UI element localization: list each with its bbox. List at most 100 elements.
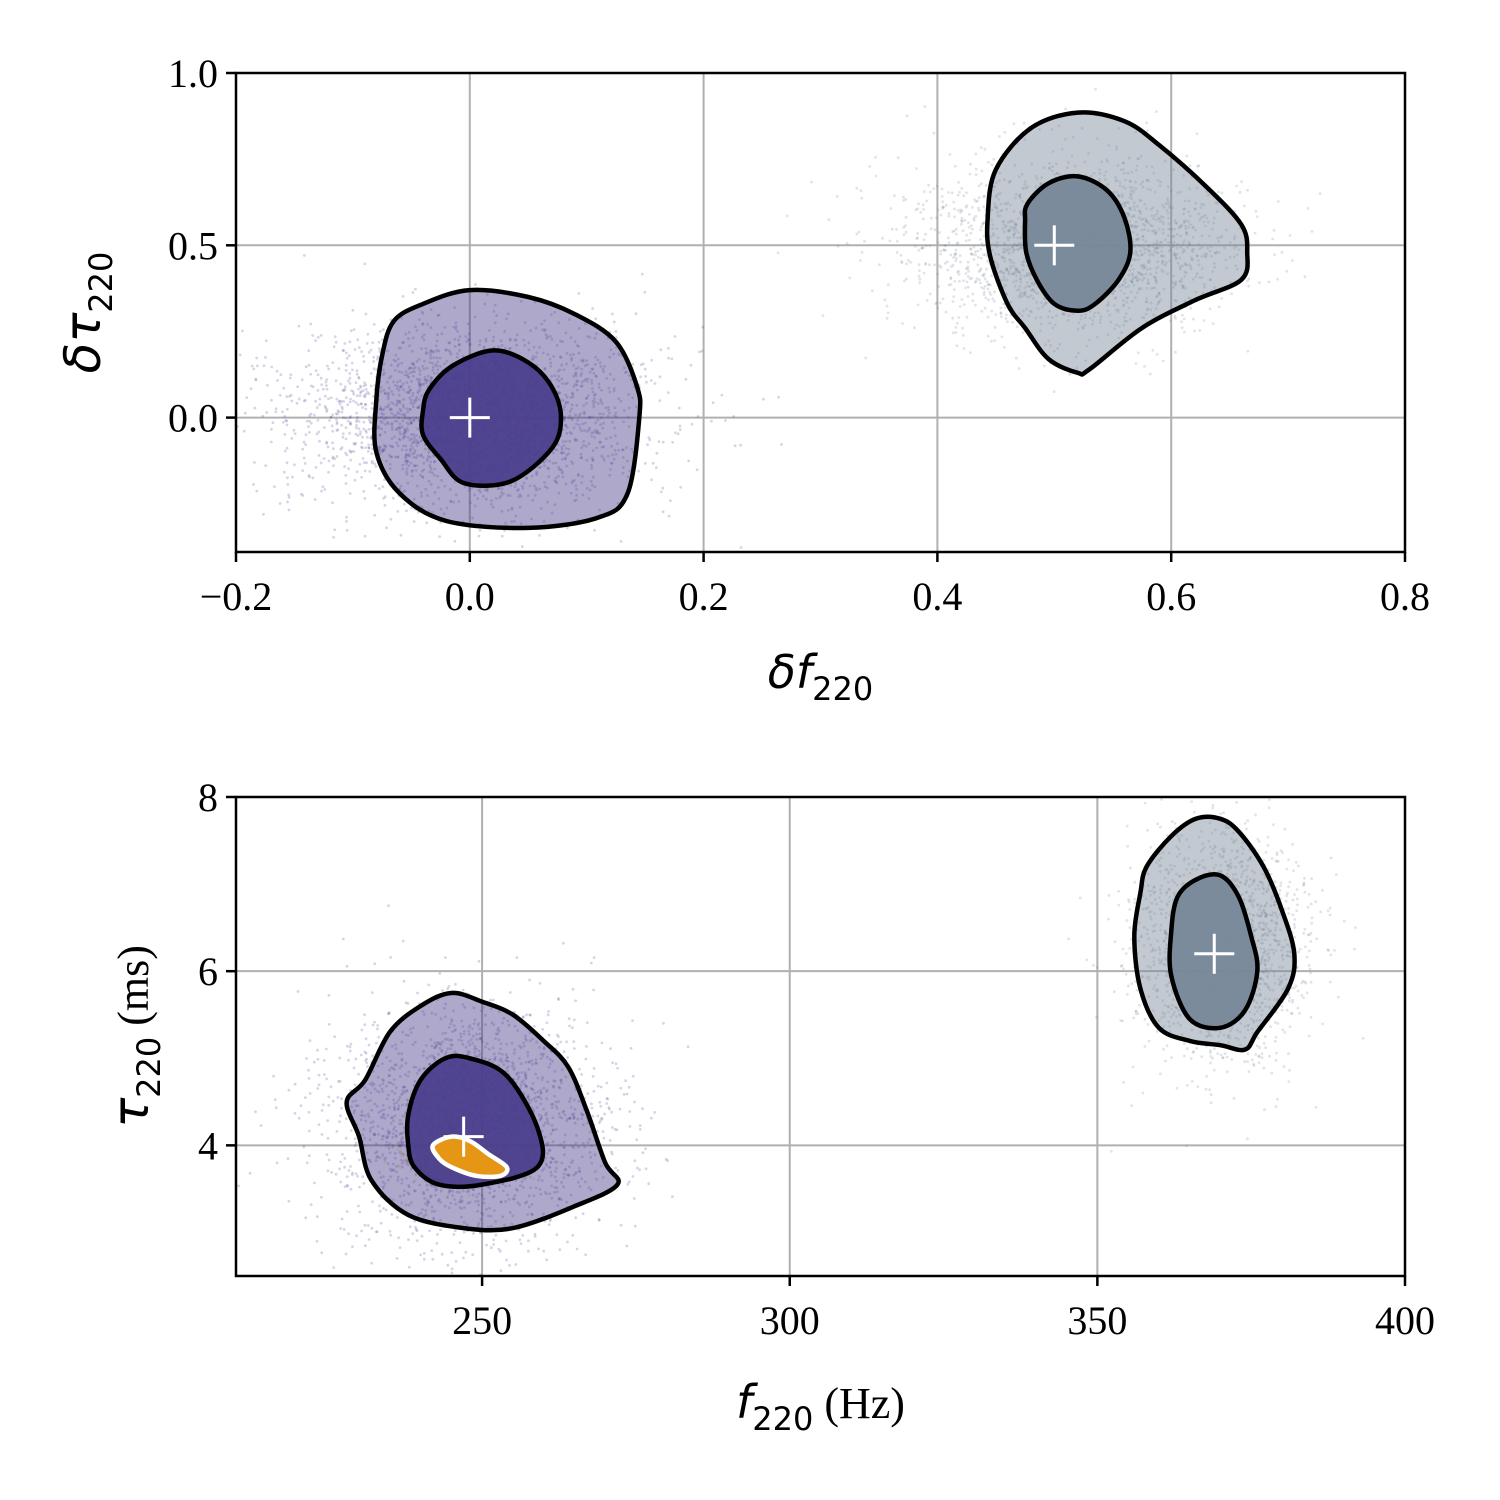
scatter-point [288,395,291,398]
scatter-point [417,383,421,387]
scatter-point [1130,280,1134,283]
scatter-point [1187,243,1191,246]
scatter-point [905,262,908,266]
scatter-point [483,488,487,491]
scatter-point [643,462,647,465]
scatter-point [422,468,426,472]
scatter-point [332,345,336,349]
scatter-point [398,426,401,430]
scatter-point [543,328,547,331]
scatter-point [333,457,337,461]
scatter-point [396,482,399,485]
scatter-point [386,420,389,424]
scatter-point [1002,247,1006,251]
scatter-point [565,464,569,468]
scatter-point [1130,272,1134,275]
scatter-point [1147,179,1150,183]
scatter-point [1138,271,1141,275]
scatter-point [1015,268,1018,271]
scatter-point [377,347,381,351]
scatter-point [658,399,662,402]
scatter-point [1008,236,1011,240]
scatter-point [467,332,471,336]
scatter-point [396,384,400,388]
scatter-point [1121,185,1125,189]
scatter-point [355,411,358,415]
scatter-point [621,456,625,459]
scatter-point [1125,200,1129,204]
scatter-point [1130,264,1133,268]
scatter-point [934,302,938,306]
scatter-point [641,362,645,366]
scatter-point [362,490,366,493]
scatter-point [289,373,293,376]
scatter-point [627,393,630,396]
scatter-point [467,338,471,342]
scatter-point [429,377,433,381]
scatter-point [1152,172,1156,175]
scatter-point [408,448,412,451]
scatter-point [565,400,568,404]
scatter-point [581,493,585,497]
scatter-point [960,216,964,220]
scatter-point [588,416,591,419]
scatter-point [555,378,559,381]
scatter-point [593,485,597,489]
scatter-point [1155,212,1159,216]
scatter-point [1153,286,1157,290]
scatter-point [302,456,306,460]
scatter-point [410,421,414,425]
scatter-point [947,283,951,287]
scatter-point [176,359,179,362]
scatter-point [1023,183,1027,186]
scatter-point [363,395,367,399]
scatter-point [348,421,352,424]
scatter-point [1273,253,1276,257]
scatter-point [545,336,548,340]
scatter-point [1191,225,1195,229]
scatter-point [390,425,394,429]
scatter-point [1122,201,1126,205]
scatter-point [971,292,975,296]
scatter-point [1080,126,1084,130]
scatter-point [374,484,377,488]
scatter-point [591,390,595,394]
scatter-point [1013,222,1017,226]
scatter-point [627,406,631,410]
scatter-point [1145,247,1149,251]
scatter-point [477,488,481,492]
scatter-point [553,479,557,483]
scatter-point [561,475,565,479]
scatter-point [981,221,985,225]
scatter-point [551,461,555,465]
scatter-point [936,272,939,276]
scatter-point [490,499,493,503]
scatter-point [651,461,655,465]
scatter-point [1053,172,1057,176]
scatter-point [1062,312,1065,316]
scatter-point [590,464,593,467]
scatter-point [1003,243,1007,247]
scatter-point [331,429,335,433]
scatter-point [1106,182,1110,186]
scatter-point [916,207,919,211]
scatter-point [969,252,973,256]
scatter-point [1208,249,1212,253]
scatter-point [1012,247,1015,251]
scatter-point [403,416,407,420]
scatter-point [1121,304,1125,308]
scatter-point [433,460,436,464]
scatter-point [968,277,972,281]
scatter-point [1140,253,1144,257]
scatter-point [1008,220,1012,224]
scatter-point [369,372,373,375]
scatter-point [827,218,831,222]
scatter-point [421,475,424,479]
scatter-point [1019,236,1022,239]
scatter-point [1174,254,1178,257]
scatter-point [1175,299,1178,303]
scatter-point [1018,277,1022,281]
scatter-point [1021,200,1025,203]
scatter-point [1170,244,1174,248]
scatter-point [608,390,612,394]
